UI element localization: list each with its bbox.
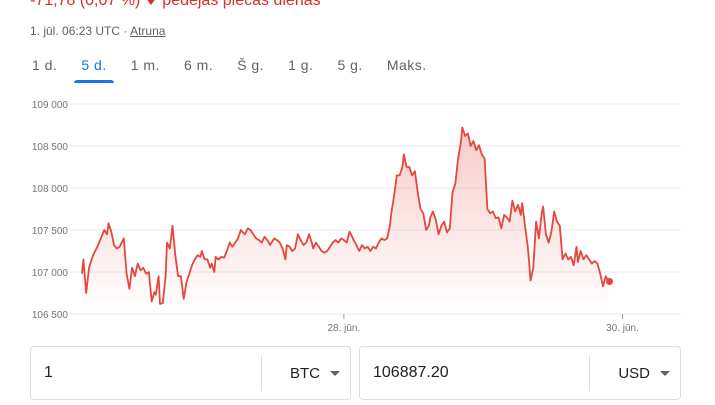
range-tabs: 1 d. 5 d. 1 m. 6 m. Š g. 1 g. 5 g. Maks. bbox=[20, 52, 439, 83]
tab-ytd[interactable]: Š g. bbox=[225, 52, 276, 77]
fiat-unit-label: USD bbox=[618, 364, 650, 382]
fiat-amount-box: 106887.20 USD bbox=[359, 346, 681, 400]
change-value: -71,78 (0,07 %) bbox=[30, 0, 141, 9]
series-area bbox=[82, 127, 609, 314]
tab-label: 1 g. bbox=[288, 57, 314, 73]
disclaimer-link[interactable]: Atruna bbox=[130, 24, 166, 38]
change-period: pēdējās piecās dienās bbox=[162, 0, 321, 9]
divider bbox=[261, 355, 262, 391]
price-change: -71,78 (0,07 %) pēdējās piecās dienās bbox=[30, 0, 321, 10]
tab-label: 1 d. bbox=[32, 57, 58, 73]
last-point-marker bbox=[606, 277, 614, 285]
crypto-amount-input[interactable]: 1 bbox=[44, 364, 53, 381]
fiat-unit-select[interactable]: USD bbox=[590, 365, 680, 382]
divider bbox=[589, 355, 591, 391]
arrow-down-icon bbox=[145, 0, 158, 5]
y-tick-label: 106 500 bbox=[32, 310, 69, 321]
tab-6m[interactable]: 6 m. bbox=[172, 52, 225, 77]
fiat-amount-input[interactable]: 106887.20 bbox=[373, 364, 449, 381]
tab-label: 1 m. bbox=[130, 57, 160, 73]
crypto-unit-select[interactable]: BTC bbox=[262, 365, 350, 382]
x-tick-label: 28. jūn. bbox=[327, 323, 360, 334]
tab-5y[interactable]: 5 g. bbox=[325, 52, 374, 77]
tab-label: Š g. bbox=[237, 57, 265, 73]
price-chart[interactable]: 109 000 108 500 108 000 107 500 107 000 106 5… bbox=[0, 92, 715, 337]
y-tick-label: 108 000 bbox=[32, 184, 69, 195]
separator: · bbox=[120, 24, 131, 38]
crypto-amount-box: 1 BTC bbox=[30, 346, 351, 400]
crypto-unit-label: BTC bbox=[290, 364, 320, 382]
tab-5d[interactable]: 5 d. bbox=[69, 52, 118, 83]
y-tick-label: 107 000 bbox=[32, 268, 69, 279]
timestamp: 1. jūl. 06:23 UTC bbox=[30, 24, 121, 38]
series-line bbox=[81, 126, 610, 305]
y-tick-label: 107 500 bbox=[32, 226, 69, 237]
tab-label: 5 g. bbox=[337, 57, 363, 73]
tab-max[interactable]: Maks. bbox=[375, 52, 439, 77]
tab-label: 5 d. bbox=[81, 57, 107, 73]
timestamp-line: 1. jūl. 06:23 UTC · Atruna bbox=[30, 24, 165, 38]
tab-1m[interactable]: 1 m. bbox=[119, 52, 172, 77]
tab-label: Maks. bbox=[386, 57, 427, 73]
y-tick-label: 109 000 bbox=[32, 100, 69, 111]
caret-down-icon bbox=[330, 370, 340, 376]
y-tick-label: 108 500 bbox=[32, 142, 69, 153]
x-tick-label: 30. jūn. bbox=[606, 323, 639, 334]
tab-1y[interactable]: 1 g. bbox=[276, 52, 325, 77]
tab-1d[interactable]: 1 d. bbox=[20, 52, 69, 77]
tab-label: 6 m. bbox=[183, 57, 214, 73]
caret-down-icon bbox=[660, 370, 670, 376]
